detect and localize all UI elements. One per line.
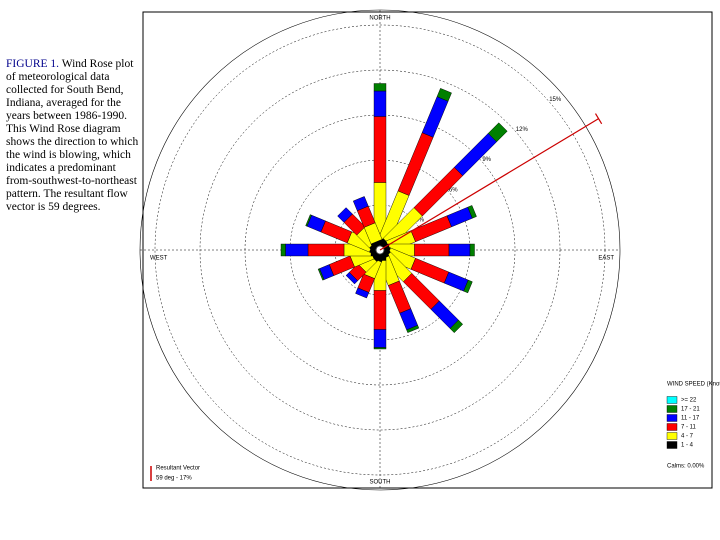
legend-label: 7 - 11 bbox=[681, 425, 697, 431]
petal-segment bbox=[463, 279, 473, 294]
petal-segment bbox=[373, 329, 387, 348]
ring bbox=[244, 114, 516, 386]
petal-segment bbox=[317, 268, 325, 281]
petal-segment bbox=[446, 206, 473, 228]
petal-segment bbox=[305, 214, 312, 227]
caption-label: FIGURE 1. bbox=[6, 58, 60, 70]
legend-title: WIND SPEED (Knots) bbox=[667, 382, 720, 388]
petal-segment bbox=[285, 243, 309, 257]
petal-segment bbox=[355, 287, 370, 299]
petal-segment bbox=[373, 290, 387, 330]
resultant-vector bbox=[379, 118, 599, 251]
legend-swatch bbox=[666, 441, 678, 449]
petal-segment bbox=[436, 88, 452, 102]
legend-label: 4 - 7 bbox=[681, 434, 694, 440]
ring-label: 12% bbox=[516, 127, 529, 133]
ring bbox=[154, 24, 606, 476]
petal-segment bbox=[397, 132, 434, 196]
caption: FIGURE 1. Wind Rose plot of meteorologic… bbox=[6, 58, 140, 214]
ring-label: 3% bbox=[415, 217, 424, 223]
vector-legend-value: 59 deg - 17% bbox=[156, 476, 192, 482]
ring-label: 15% bbox=[549, 97, 562, 103]
petal-segment bbox=[373, 90, 387, 117]
petal-segment bbox=[414, 243, 450, 257]
vector-legend-label: Resultant Vector bbox=[156, 466, 200, 472]
petal-segment bbox=[373, 116, 387, 183]
legend-swatch bbox=[666, 396, 678, 404]
petal-segment bbox=[307, 243, 345, 257]
petal-segment bbox=[373, 347, 387, 350]
ring bbox=[199, 69, 561, 431]
legend-label: 11 - 17 bbox=[681, 416, 700, 422]
legend-swatch bbox=[666, 405, 678, 413]
petal-segment bbox=[280, 243, 286, 257]
petal-segment bbox=[406, 325, 420, 333]
ring-label: 9% bbox=[482, 157, 491, 163]
calms: Calms: 0.00% bbox=[667, 464, 705, 470]
legend-label: 17 - 21 bbox=[681, 407, 700, 413]
frame bbox=[142, 11, 713, 489]
axis-label: SOUTH bbox=[370, 480, 391, 486]
axis-label: NORTH bbox=[369, 16, 390, 22]
vector-tick bbox=[594, 113, 603, 125]
legend-swatch bbox=[666, 432, 678, 440]
petal-segment bbox=[469, 243, 475, 257]
axis-label: EAST bbox=[598, 256, 614, 262]
petal-segment bbox=[448, 243, 471, 257]
petal-segment bbox=[373, 83, 387, 92]
petal-segment bbox=[449, 319, 464, 334]
caption-text: Wind Rose plot of meteorological data co… bbox=[6, 58, 139, 213]
ring-label: 6% bbox=[449, 187, 458, 193]
legend-label: >= 22 bbox=[681, 398, 697, 404]
petal-segment bbox=[352, 196, 369, 211]
legend-swatch bbox=[666, 423, 678, 431]
petal-segment bbox=[421, 96, 449, 138]
axis-label: WEST bbox=[150, 256, 168, 262]
legend-label: 1 - 4 bbox=[681, 443, 694, 449]
legend-swatch bbox=[666, 414, 678, 422]
petal-segment bbox=[345, 271, 359, 285]
petal-segment bbox=[467, 205, 477, 219]
petal-segment bbox=[337, 207, 353, 223]
petal-segment bbox=[453, 133, 497, 177]
petal-segment bbox=[487, 122, 508, 143]
